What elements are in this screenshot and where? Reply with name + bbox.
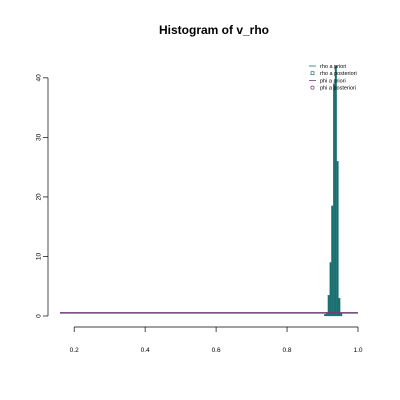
histogram-bar bbox=[329, 262, 332, 317]
x-tick-label: 0.8 bbox=[283, 347, 292, 354]
histogram-bar bbox=[334, 65, 337, 317]
x-tick-label: 0.4 bbox=[141, 347, 150, 354]
x-tick-label: 0.2 bbox=[70, 347, 79, 354]
chart-title: Histogram of v_rho bbox=[159, 23, 269, 37]
histogram-bar bbox=[324, 314, 327, 317]
histogram-bar bbox=[338, 298, 341, 317]
legend-label: phi a priori bbox=[320, 78, 346, 84]
legend-label: phi a posteriori bbox=[320, 86, 356, 92]
histogram-bar bbox=[331, 205, 334, 317]
y-tick-label: 10 bbox=[36, 252, 43, 260]
legend-label: rho a posteriori bbox=[320, 71, 357, 77]
x-tick-label: 0.6 bbox=[212, 347, 221, 354]
x-axis: 0.2 0.4 0.6 0.8 1.0 bbox=[70, 326, 363, 354]
legend-circle-symbol bbox=[310, 85, 315, 90]
histogram-bar bbox=[336, 161, 339, 317]
histogram-bars bbox=[324, 65, 343, 317]
y-tick-label: 20 bbox=[36, 193, 43, 201]
legend-label: rho a priori bbox=[320, 64, 346, 70]
histogram-bar bbox=[333, 83, 336, 317]
x-tick-label: 1.0 bbox=[353, 347, 362, 354]
y-axis: 0 10 20 30 40 bbox=[36, 74, 49, 318]
y-tick-label: 40 bbox=[36, 74, 43, 82]
y-tick-label: 0 bbox=[36, 314, 43, 318]
legend-square-symbol bbox=[310, 71, 315, 76]
y-tick-label: 30 bbox=[36, 133, 43, 141]
